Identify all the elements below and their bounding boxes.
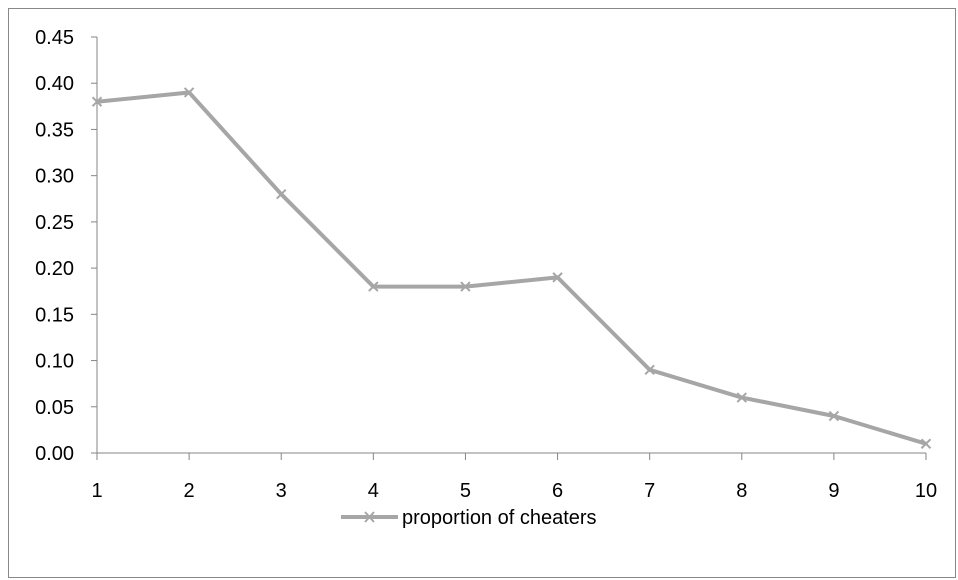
y-tick-label: 0.45 bbox=[35, 27, 74, 49]
data-point-marker bbox=[183, 87, 195, 98]
data-point-marker bbox=[368, 281, 379, 292]
x-tick-label: 1 bbox=[91, 480, 102, 502]
data-point-marker bbox=[828, 410, 840, 422]
x-axis: 1 2 3 4 5 6 7 8 9 10 bbox=[91, 452, 937, 502]
y-tick-label: 0.05 bbox=[35, 397, 74, 419]
data-point-marker bbox=[91, 96, 103, 107]
data-point-marker bbox=[552, 272, 563, 283]
y-tick-label: 0.20 bbox=[35, 258, 74, 280]
legend-label: proportion of cheaters bbox=[402, 507, 597, 529]
x-tick-label: 5 bbox=[460, 480, 471, 502]
chart-frame bbox=[8, 8, 956, 578]
series-proportion-of-cheaters bbox=[91, 87, 932, 449]
x-tick-label: 3 bbox=[276, 480, 287, 502]
x-tick-label: 6 bbox=[552, 480, 563, 502]
x-tick-label: 9 bbox=[828, 480, 839, 502]
x-tick-label: 8 bbox=[736, 480, 747, 502]
x-tick-label: 10 bbox=[915, 480, 937, 502]
y-tick-label: 0.15 bbox=[35, 304, 74, 326]
y-tick-label: 0.25 bbox=[35, 212, 74, 234]
y-tick-label: 0.40 bbox=[35, 73, 74, 95]
data-point-marker bbox=[920, 438, 932, 449]
data-point-marker bbox=[644, 364, 655, 376]
legend-x-marker bbox=[364, 511, 375, 523]
y-axis: 0.00 0.05 0.10 0.15 0.20 0.25 0.30 0.35 0.40 0.45 bbox=[35, 27, 98, 465]
data-point-marker bbox=[460, 281, 471, 292]
x-tick-label: 7 bbox=[644, 480, 655, 502]
legend: proportion of cheaters bbox=[341, 507, 597, 529]
series-line bbox=[96, 90, 927, 446]
data-point-marker bbox=[736, 392, 747, 403]
data-point-marker bbox=[276, 188, 287, 200]
x-tick-label: 2 bbox=[184, 480, 195, 502]
y-tick-label: 0.30 bbox=[35, 166, 74, 188]
y-tick-label: 0.10 bbox=[35, 351, 74, 373]
y-tick-label: 0.00 bbox=[35, 443, 74, 465]
x-tick-label: 4 bbox=[368, 480, 379, 502]
y-tick-label: 0.35 bbox=[35, 119, 74, 141]
